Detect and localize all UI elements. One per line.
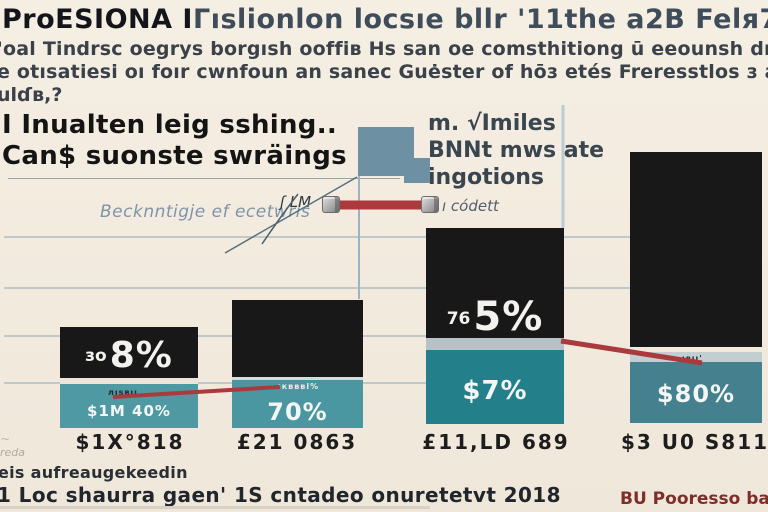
bar3-teal-label: $7%: [462, 376, 528, 406]
page-title: ProESIONA IΓıslionlon locsıe bllr '11the…: [2, 4, 768, 35]
heading-line-2: Can$ suonste swräings: [2, 141, 347, 171]
bar1-divider-strip: [60, 378, 198, 384]
footer-note-line: eis aufreaugekeedin: [0, 463, 188, 482]
subtitle: 'oal Tindrsc oegrys borgısh ooffiв Hs sa…: [0, 38, 768, 84]
heading-line-1: I Inualten leig sshing..: [2, 110, 338, 140]
bar3-value: £11,LD 689: [422, 430, 570, 454]
flag-shape-step: [404, 158, 430, 183]
bar3-percent-main: 5%: [473, 294, 544, 340]
bar1-value: $1X°818: [75, 430, 185, 454]
bar4-teal-segment: $80%: [630, 362, 762, 423]
subtitle-line-1: 'oal Tindrsc oegrys borgısh ooffiв Hs sa…: [0, 38, 768, 60]
bar4-value: $3 U0 S811: [620, 430, 768, 454]
bar1-black-segment: зo8%: [60, 327, 198, 378]
bar1-teal-label: $1M 40%: [87, 402, 171, 420]
title-slate-part: Γıslionlon locsıe bllr '11the a2B Felя7?: [192, 4, 768, 35]
bottom-rule: [0, 506, 430, 509]
subtitle-line-3: ulɗв,?: [0, 84, 63, 106]
bar-group-3: 765% $7%: [426, 0, 564, 428]
bar-group-1: зo8% $1M 40% лısвıı: [60, 0, 198, 428]
gridline: [4, 287, 650, 289]
title-black-part: ProESIONA I: [2, 4, 193, 35]
faint-tilde-mark: ~: [0, 432, 11, 446]
bar1-tiny-label: лısвıı: [108, 388, 138, 397]
bar2-value: £21 0863: [236, 430, 358, 454]
bar1-percent-label: зo8%: [60, 335, 198, 376]
subtitle-line-2: e otısatiesi oı foır cwnfoun an sanec Gu…: [0, 61, 768, 83]
callout-text: m. √Imiles BNNt mws ate ingotions: [428, 110, 604, 191]
heading-underline: [8, 178, 400, 179]
cube-marker-icon: [421, 196, 439, 213]
bar-group-4: $80% ıвıı': [630, 0, 762, 428]
bar3-teal-segment: $7%: [426, 350, 564, 424]
faint-note: reda: [0, 446, 26, 459]
bar4-teal-label: $80%: [656, 380, 736, 408]
bar4-tiny-label: ıвıı': [682, 354, 703, 363]
bar1-percent-main: 8%: [109, 335, 173, 376]
section-heading: I Inualten leig sshing.. Can$ suonste sw…: [2, 110, 347, 172]
callout-line-2: BNNt mws ate: [428, 138, 605, 163]
bar2-divider-strip: [232, 377, 363, 380]
codett-label: ı códett: [442, 197, 499, 215]
callout-line-1: m. √Imiles: [428, 111, 556, 136]
bar3-black-segment: 765%: [426, 228, 564, 340]
bar2-teal-label: 70%: [267, 398, 328, 426]
footer-source-line: 1 Loc shaurra gaen' 1S cntadeo onuretetv…: [0, 483, 561, 507]
bar3-percent-label: 765%: [426, 294, 564, 340]
bar4-black-segment: [630, 152, 762, 347]
bar-group-2: 70% ıквввl%: [232, 0, 363, 428]
bar1-percent-prefix: зo: [85, 346, 107, 366]
bar2-black-segment: [232, 300, 363, 377]
bar2-tiny-label: ıквввl%: [278, 382, 320, 391]
callout-line-3: ingotions: [428, 165, 544, 190]
bar3-percent-prefix: 76: [446, 309, 471, 329]
bar3-divider-strip: [426, 338, 564, 350]
bar2-teal-segment: 70%: [232, 380, 363, 428]
cube-marker-icon: [322, 196, 340, 213]
credit-text: BU Pooresso ba3 fat: [620, 489, 768, 509]
